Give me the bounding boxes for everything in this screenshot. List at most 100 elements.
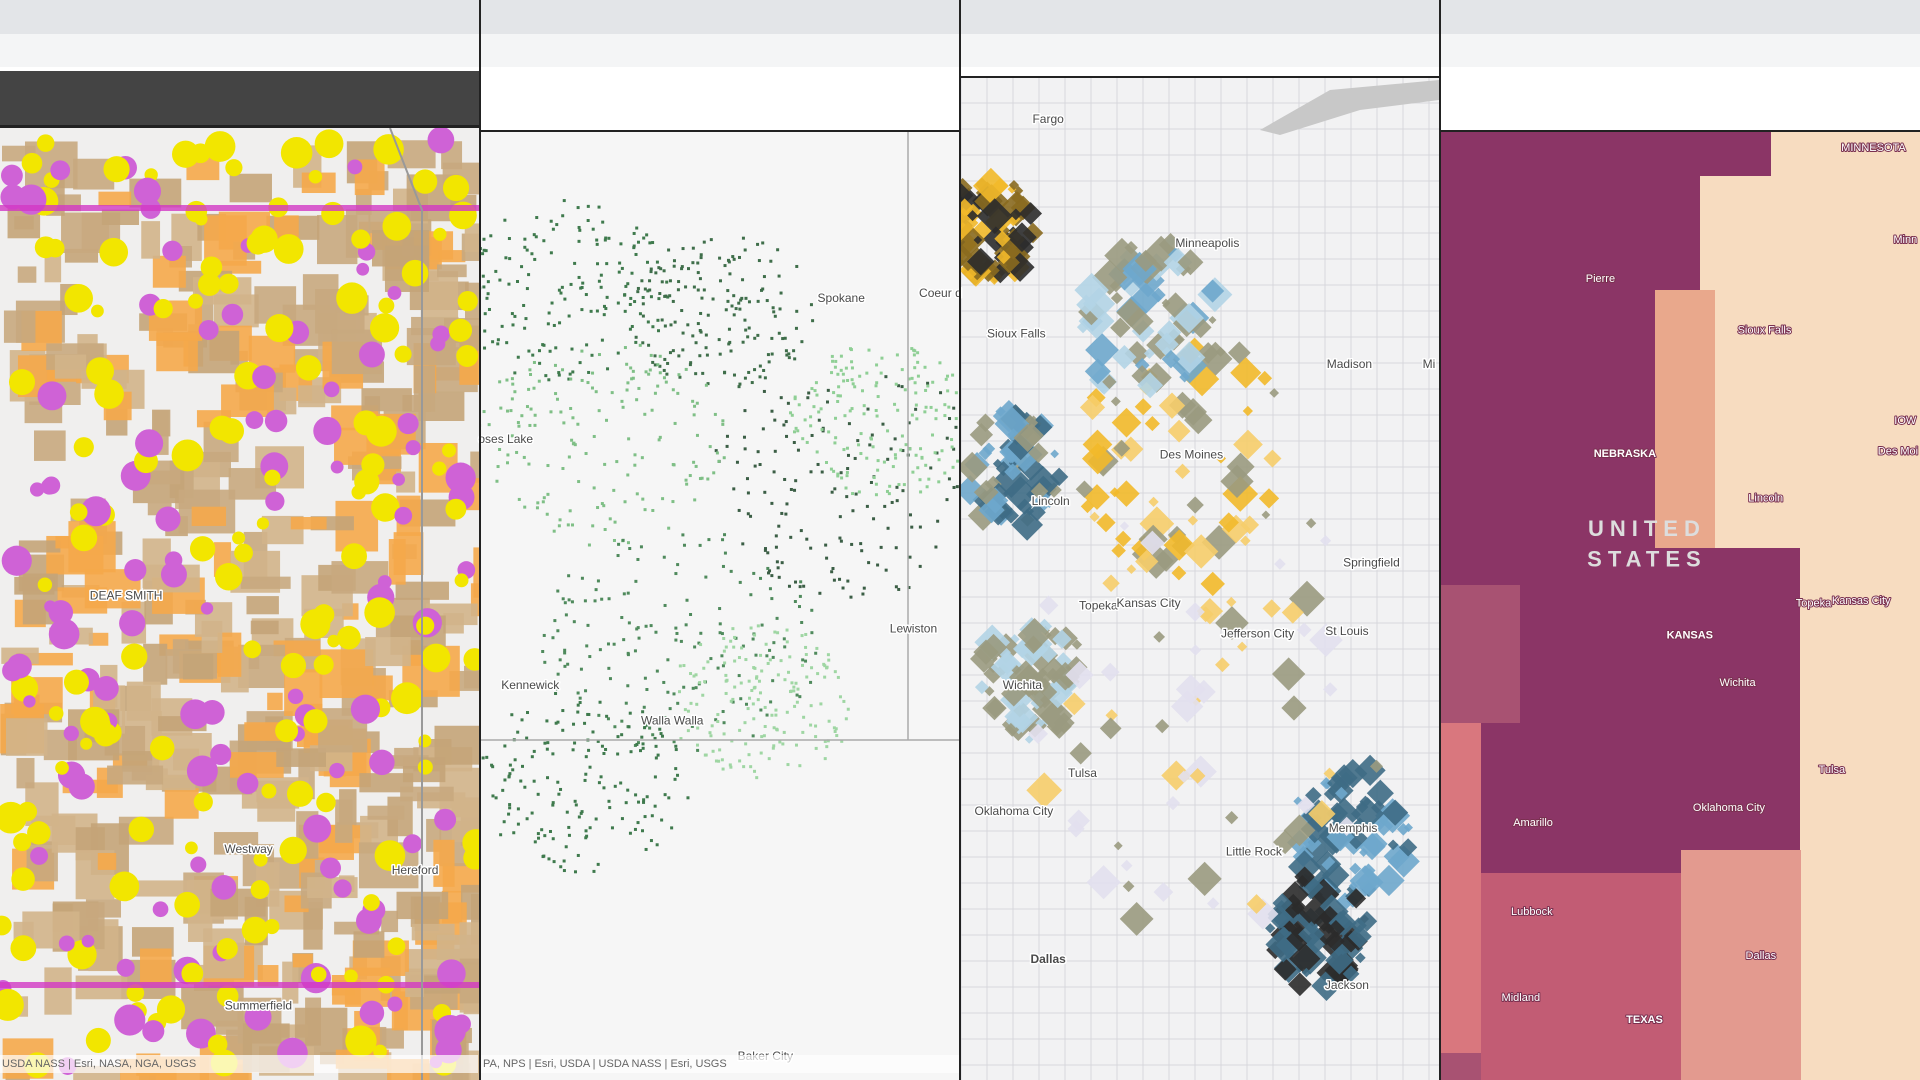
diamond: [1296, 796, 1315, 815]
forest: [681, 331, 685, 335]
forest: [487, 423, 491, 427]
pivot-field: [280, 137, 313, 169]
pivot-field: [135, 429, 164, 458]
diamond: [974, 680, 989, 695]
forest: [612, 488, 616, 492]
forest: [860, 389, 864, 393]
forest: [790, 681, 794, 685]
forest: [809, 704, 813, 708]
map-panel[interactable]: [453, 131, 984, 1080]
forest: [564, 845, 568, 849]
forest: [865, 456, 869, 460]
forest: [839, 539, 843, 543]
forest: [838, 577, 842, 581]
forest: [633, 300, 637, 304]
forest: [890, 500, 894, 504]
forest: [699, 253, 703, 257]
forest: [842, 699, 846, 703]
forest: [591, 524, 595, 528]
forest: [651, 508, 655, 512]
diamond: [1111, 407, 1142, 438]
forest: [708, 731, 712, 735]
forest: [596, 506, 600, 510]
forest: [770, 713, 774, 717]
pivot-field: [13, 832, 32, 852]
forest: [630, 271, 634, 275]
field: [471, 893, 479, 945]
forest: [745, 477, 749, 481]
forest: [911, 470, 915, 474]
forest: [752, 571, 756, 575]
forest: [587, 543, 591, 547]
forest: [605, 295, 609, 299]
forest: [517, 497, 521, 501]
pivot-field: [162, 240, 183, 261]
forest: [751, 702, 755, 706]
pivot-field: [344, 969, 358, 984]
forest: [784, 420, 788, 424]
forest: [751, 637, 755, 641]
forest: [628, 327, 632, 331]
forest: [644, 847, 648, 851]
map-panel[interactable]: [0, 127, 515, 1080]
forest: [501, 788, 505, 792]
forest: [499, 406, 503, 410]
forest: [699, 631, 703, 635]
forest: [594, 817, 598, 821]
forest: [826, 388, 830, 392]
forest: [687, 267, 691, 271]
field: [3, 310, 36, 343]
forest: [774, 545, 778, 549]
place-label: TEXAS: [1626, 1014, 1663, 1026]
forest: [563, 297, 567, 301]
pivot-field: [21, 152, 43, 174]
map-panel[interactable]: [933, 77, 1439, 1080]
forest: [846, 378, 850, 382]
forest: [741, 340, 745, 344]
forest: [743, 318, 747, 322]
labels: DEAF SMITHWestwayHerefordSummerfieldUSDA…: [0, 111, 1919, 1073]
diamond: [973, 167, 1009, 204]
forest: [849, 595, 853, 599]
forest: [851, 382, 855, 386]
forest: [939, 391, 943, 395]
diamond: [1153, 631, 1166, 643]
forest: [865, 504, 869, 508]
forest: [786, 763, 790, 767]
forest: [815, 393, 819, 397]
forest: [851, 509, 855, 513]
pivot-field: [246, 231, 270, 255]
pivot-field: [412, 169, 438, 194]
forest: [651, 733, 655, 737]
diamond: [1263, 449, 1282, 468]
diamond: [1261, 510, 1271, 520]
forest: [651, 241, 655, 245]
forest: [482, 285, 486, 289]
forest: [510, 713, 514, 717]
forest: [810, 608, 814, 612]
lake: [1260, 80, 1439, 135]
forest: [747, 300, 751, 304]
forest: [534, 235, 538, 239]
forest: [752, 666, 756, 670]
forest: [749, 514, 753, 518]
forest: [607, 666, 611, 670]
forest: [562, 859, 566, 863]
forest: [561, 709, 565, 713]
forest: [635, 492, 639, 496]
map-panel[interactable]: [1441, 131, 1920, 1080]
forest: [563, 601, 567, 605]
attribution-bg: [481, 1055, 959, 1073]
forest: [516, 822, 520, 826]
diamond: [961, 451, 988, 483]
forest: [761, 427, 765, 431]
forest: [607, 799, 611, 803]
forest: [663, 294, 667, 298]
forest: [636, 557, 640, 561]
forest: [601, 220, 605, 224]
forest: [660, 818, 664, 822]
forest: [563, 664, 567, 668]
forest: [845, 446, 849, 450]
forest: [697, 641, 701, 645]
forest: [827, 719, 831, 723]
